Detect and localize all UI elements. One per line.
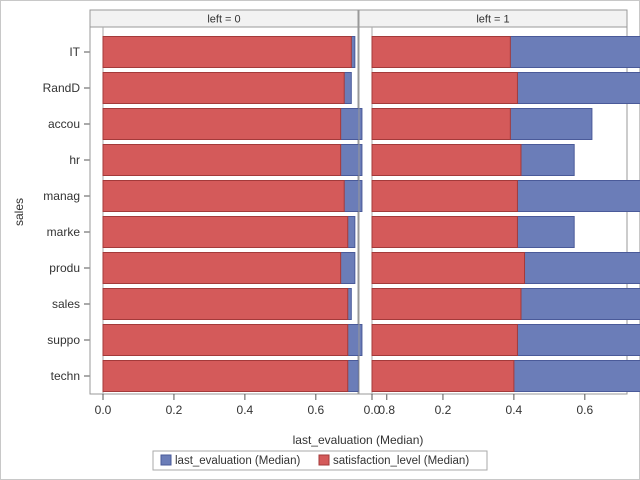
panel-1-x-tick-label-2: 0.4 bbox=[506, 403, 523, 417]
legend-swatch-satisfaction-level bbox=[318, 454, 330, 466]
y-tick-label-manag: manag bbox=[43, 189, 80, 203]
panel-1-bar-satisfaction-level-manag bbox=[371, 180, 518, 212]
panel-1-bar-satisfaction-level-produ bbox=[371, 252, 526, 284]
legend-swatch-last-evaluation bbox=[160, 454, 172, 466]
y-axis-label: sales bbox=[12, 198, 26, 226]
panel-1-x-tick-label-3: 0.6 bbox=[576, 403, 593, 417]
panel-0-bar-satisfaction-level-manag bbox=[102, 180, 345, 212]
panel-0-x-tick-label-1: 0.2 bbox=[166, 403, 183, 417]
legend-label-last-evaluation: last_evaluation (Median) bbox=[175, 455, 300, 467]
panel-0-x-tick-label-3: 0.6 bbox=[307, 403, 324, 417]
y-tick-label-IT: IT bbox=[69, 45, 80, 59]
y-tick-label-accou: accou bbox=[48, 117, 80, 131]
panel-1-x-tick-label-1: 0.2 bbox=[435, 403, 452, 417]
y-tick-label-sales: sales bbox=[52, 297, 80, 311]
y-tick-label-hr: hr bbox=[69, 153, 80, 167]
panel-0-bar-satisfaction-level-produ bbox=[102, 252, 342, 284]
panel-0-bar-satisfaction-level-RandD bbox=[102, 72, 345, 104]
panel-1-x-tick-label-0: 0.0 bbox=[364, 403, 381, 417]
panel-1-bar-satisfaction-level-accou bbox=[371, 108, 511, 140]
y-tick-label-produ: produ bbox=[49, 261, 80, 275]
panel-1-bar-satisfaction-level-marke bbox=[371, 216, 518, 248]
x-axis-label: last_evaluation (Median) bbox=[293, 433, 424, 447]
panel-1-bar-satisfaction-level-IT bbox=[371, 36, 511, 68]
panel-0-bar-satisfaction-level-hr bbox=[102, 144, 342, 176]
y-tick-label-techn: techn bbox=[51, 369, 80, 383]
panel-1-bar-satisfaction-level-hr bbox=[371, 144, 522, 176]
panel-0-bar-satisfaction-level-techn bbox=[102, 360, 349, 392]
panel-0-bar-satisfaction-level-accou bbox=[102, 108, 342, 140]
panel-0-bar-satisfaction-level-suppo bbox=[102, 324, 349, 356]
panel-1-bar-satisfaction-level-techn bbox=[371, 360, 515, 392]
panel-0-bar-satisfaction-level-sales bbox=[102, 288, 349, 320]
legend: last_evaluation (Median) satisfaction_lev… bbox=[152, 450, 488, 471]
panel-1-header-label: left = 1 bbox=[476, 14, 509, 26]
panel-0-x-tick-label-2: 0.4 bbox=[237, 403, 254, 417]
y-tick-label-RandD: RandD bbox=[43, 81, 81, 95]
legend-label-satisfaction-level: satisfaction_level (Median) bbox=[333, 455, 469, 467]
y-tick-label-suppo: suppo bbox=[47, 333, 80, 347]
panel-0-header-label: left = 0 bbox=[207, 14, 240, 26]
panel-0-bar-satisfaction-level-IT bbox=[102, 36, 352, 68]
panel-1-bar-satisfaction-level-suppo bbox=[371, 324, 518, 356]
panel-1-bar-satisfaction-level-sales bbox=[371, 288, 522, 320]
panel-0-bar-satisfaction-level-marke bbox=[102, 216, 349, 248]
panel-1-bar-satisfaction-level-RandD bbox=[371, 72, 518, 104]
panel-0-x-tick-label-4: 0.8 bbox=[378, 403, 395, 417]
y-tick-label-marke: marke bbox=[47, 225, 81, 239]
panel-0-x-tick-label-0: 0.0 bbox=[95, 403, 112, 417]
